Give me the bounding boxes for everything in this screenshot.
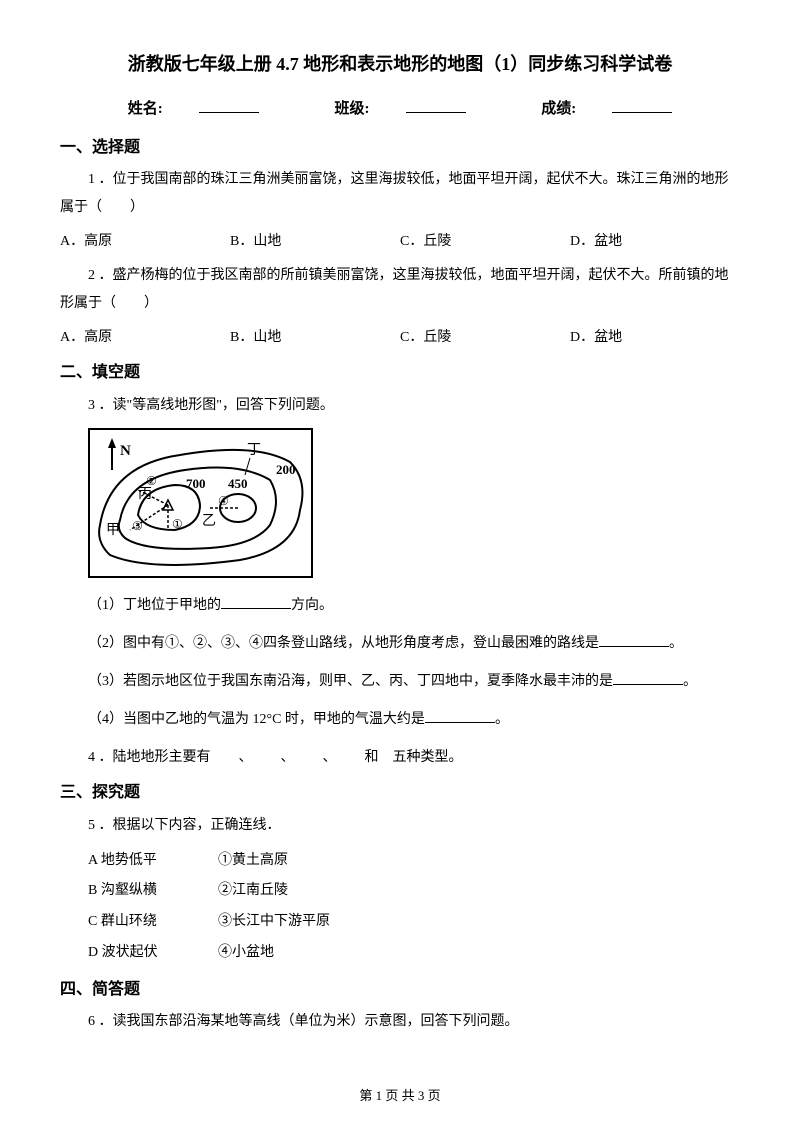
q3-sub3: （3）若图示地区位于我国东南沿海，则甲、乙、丙、丁四地中，夏季降水最丰沛的是。	[88, 668, 740, 696]
svg-text:丙: 丙	[138, 487, 152, 502]
q5-row-d: D 波状起伏④小盆地	[88, 938, 740, 969]
svg-text:乙: 乙	[202, 513, 216, 529]
svg-text:丁: 丁	[247, 443, 261, 458]
q5-row-c: C 群山环绕③长江中下游平原	[88, 907, 740, 938]
q5-row-a: A 地势低平①黄土高原	[88, 846, 740, 877]
question-5-intro: 5 ．根据以下内容，正确连线．	[60, 812, 740, 840]
score-label: 成绩:	[523, 101, 690, 117]
q2-opt-a: A．高原	[60, 324, 230, 352]
q2-opt-b: B．山地	[230, 324, 400, 352]
svg-text:N: N	[120, 443, 131, 459]
q2-opt-d: D．盆地	[570, 324, 740, 352]
question-1: 1 ．位于我国南部的珠江三角洲美丽富饶，这里海拔较低，地面平坦开阔，起伏不大。珠…	[60, 166, 740, 222]
q1-num: 1 ．	[88, 172, 113, 187]
page-footer: 第 1 页 共 3 页	[60, 1086, 740, 1107]
svg-text:450: 450	[228, 476, 248, 491]
svg-text:甲: 甲	[106, 523, 120, 538]
q1-opt-d: D．盆地	[570, 228, 740, 256]
q6-num: 6 ．	[88, 1014, 113, 1029]
q1-text: 位于我国南部的珠江三角洲美丽富饶，这里海拔较低，地面平坦开阔，起伏不大。珠江三角…	[60, 172, 729, 215]
section-3-header: 三、探究题	[60, 780, 740, 806]
class-label: 班级:	[317, 101, 484, 117]
svg-text:③: ③	[132, 519, 143, 533]
q1-opt-a: A．高原	[60, 228, 230, 256]
q3-sub4: （4）当图中乙地的气温为 12°C 时，甲地的气温大约是。	[88, 706, 740, 734]
svg-text:700: 700	[186, 476, 206, 491]
svg-text:①: ①	[172, 517, 183, 531]
contour-map: N 丁 丙 甲 乙 200 450 700 ① ② ③ ④	[88, 428, 313, 578]
svg-text:200: 200	[276, 462, 296, 477]
section-4-header: 四、简答题	[60, 977, 740, 1003]
svg-text:②: ②	[146, 474, 157, 488]
q5-matching: A 地势低平①黄土高原 B 沟壑纵横②江南丘陵 C 群山环绕③长江中下游平原 D…	[88, 846, 740, 969]
question-3-intro: 3 ．读"等高线地形图"，回答下列问题。	[60, 392, 740, 420]
section-2-header: 二、填空题	[60, 360, 740, 386]
q1-opt-c: C．丘陵	[400, 228, 570, 256]
q2-opt-c: C．丘陵	[400, 324, 570, 352]
q2-text: 盛产杨梅的位于我区南部的所前镇美丽富饶，这里海拔较低，地面平坦开阔，起伏不大。所…	[60, 268, 729, 311]
q1-options: A．高原 B．山地 C．丘陵 D．盆地	[60, 228, 740, 256]
page-title: 浙教版七年级上册 4.7 地形和表示地形的地图（1）同步练习科学试卷	[60, 50, 740, 79]
q3-sub2: （2）图中有①、②、③、④四条登山路线，从地形角度考虑，登山最困难的路线是。	[88, 630, 740, 658]
contour-svg: N 丁 丙 甲 乙 200 450 700 ① ② ③ ④	[90, 430, 311, 576]
name-label: 姓名:	[110, 101, 277, 117]
q4-num: 4 ．	[88, 750, 113, 765]
header-fields: 姓名: 班级: 成绩:	[60, 97, 740, 121]
question-4: 4 ．陆地地形主要有 、 、 、 和 五种类型。	[60, 744, 740, 772]
q2-num: 2 ．	[88, 268, 113, 283]
q3-intro: 读"等高线地形图"，回答下列问题。	[113, 398, 334, 413]
q3-num: 3 ．	[88, 398, 113, 413]
section-1-header: 一、选择题	[60, 135, 740, 161]
question-2: 2 ．盛产杨梅的位于我区南部的所前镇美丽富饶，这里海拔较低，地面平坦开阔，起伏不…	[60, 262, 740, 318]
q5-num: 5 ．	[88, 818, 113, 833]
q2-options: A．高原 B．山地 C．丘陵 D．盆地	[60, 324, 740, 352]
q3-sub1: （1）丁地位于甲地的方向。	[88, 592, 740, 620]
q5-row-b: B 沟壑纵横②江南丘陵	[88, 876, 740, 907]
q1-opt-b: B．山地	[230, 228, 400, 256]
question-6: 6 ．读我国东部沿海某地等高线（单位为米）示意图，回答下列问题。	[60, 1008, 740, 1036]
svg-text:④: ④	[218, 494, 229, 508]
